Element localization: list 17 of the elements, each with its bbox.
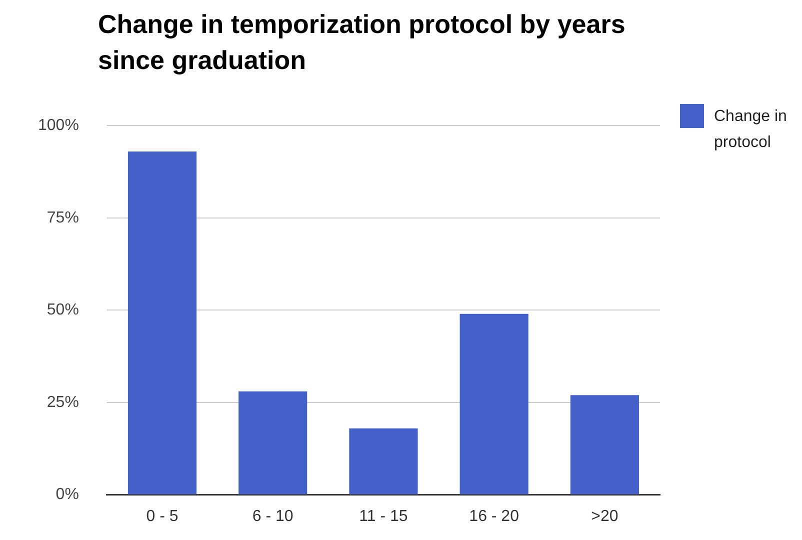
x-tick-label: >20 — [591, 508, 618, 525]
y-tick-label: 75% — [46, 209, 79, 226]
y-tick-label: 25% — [46, 394, 79, 411]
legend-label: Change in protocol — [714, 107, 788, 153]
y-tick-label: 0% — [56, 486, 79, 504]
bar — [570, 395, 639, 494]
y-tick-label: 100% — [38, 117, 79, 134]
x-tick-label: 6 - 10 — [252, 508, 294, 525]
x-tick-label: 0 - 5 — [146, 508, 178, 525]
x-tick-label: 16 - 20 — [469, 508, 520, 525]
x-tick-label: 11 - 15 — [359, 508, 408, 525]
bar — [238, 391, 308, 494]
bar — [349, 428, 418, 494]
chart-title: Change in temporization protocol by years since graduation — [98, 8, 626, 77]
bar — [128, 151, 197, 494]
y-tick-label: 50% — [46, 302, 79, 319]
bar — [460, 314, 528, 494]
